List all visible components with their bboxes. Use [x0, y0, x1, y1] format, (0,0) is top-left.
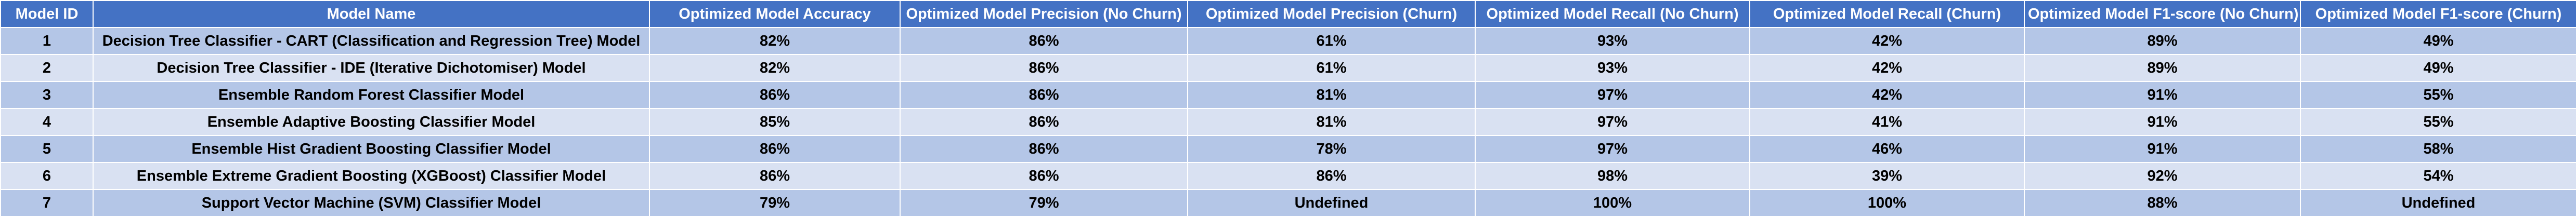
cell-f1-churn: 54%: [2300, 162, 2576, 190]
cell-recall-churn: 46%: [1749, 135, 2025, 163]
cell-accuracy: 86%: [649, 81, 901, 109]
cell-model-name: Ensemble Random Forest Classifier Model: [93, 81, 650, 109]
column-header-model-id: Model ID: [0, 0, 94, 28]
cell-recall-no-churn: 93%: [1475, 27, 1750, 55]
cell-accuracy: 82%: [649, 27, 901, 55]
table-row: 2 Decision Tree Classifier - IDE (Iterat…: [0, 54, 2576, 82]
cell-f1-no-churn: 91%: [2024, 135, 2301, 163]
column-header-recall-no-churn: Optimized Model Recall (No Churn): [1475, 0, 1750, 28]
cell-f1-no-churn: 88%: [2024, 189, 2301, 217]
table-row: 5 Ensemble Hist Gradient Boosting Classi…: [0, 135, 2576, 163]
cell-precision-no-churn: 86%: [900, 162, 1188, 190]
cell-precision-no-churn: 86%: [900, 54, 1188, 82]
cell-recall-churn: 42%: [1749, 27, 2025, 55]
cell-f1-no-churn: 91%: [2024, 108, 2301, 136]
column-header-recall-churn: Optimized Model Recall (Churn): [1749, 0, 2025, 28]
column-header-accuracy: Optimized Model Accuracy: [649, 0, 901, 28]
column-header-precision-churn: Optimized Model Precision (Churn): [1187, 0, 1476, 28]
table-row: 1 Decision Tree Classifier - CART (Class…: [0, 27, 2576, 55]
table-row: 6 Ensemble Extreme Gradient Boosting (XG…: [0, 162, 2576, 190]
cell-recall-no-churn: 97%: [1475, 108, 1750, 136]
cell-f1-no-churn: 89%: [2024, 54, 2301, 82]
cell-accuracy: 82%: [649, 54, 901, 82]
cell-precision-churn: 61%: [1187, 27, 1476, 55]
cell-recall-churn: 100%: [1749, 189, 2025, 217]
cell-model-id: 3: [0, 81, 94, 109]
cell-recall-churn: 42%: [1749, 81, 2025, 109]
cell-recall-churn: 42%: [1749, 54, 2025, 82]
cell-precision-no-churn: 86%: [900, 108, 1188, 136]
cell-f1-no-churn: 92%: [2024, 162, 2301, 190]
cell-precision-churn: Undefined: [1187, 189, 1476, 217]
cell-precision-churn: 86%: [1187, 162, 1476, 190]
cell-precision-no-churn: 86%: [900, 27, 1188, 55]
cell-recall-churn: 39%: [1749, 162, 2025, 190]
cell-recall-no-churn: 100%: [1475, 189, 1750, 217]
column-header-model-name: Model Name: [93, 0, 650, 28]
cell-model-id: 6: [0, 162, 94, 190]
cell-f1-no-churn: 89%: [2024, 27, 2301, 55]
cell-precision-churn: 78%: [1187, 135, 1476, 163]
cell-f1-churn: 49%: [2300, 27, 2576, 55]
cell-f1-no-churn: 91%: [2024, 81, 2301, 109]
cell-model-id: 2: [0, 54, 94, 82]
cell-recall-no-churn: 97%: [1475, 135, 1750, 163]
cell-accuracy: 79%: [649, 189, 901, 217]
cell-model-id: 7: [0, 189, 94, 217]
cell-precision-no-churn: 86%: [900, 81, 1188, 109]
cell-model-name: Support Vector Machine (SVM) Classifier …: [93, 189, 650, 217]
table-row: 7 Support Vector Machine (SVM) Classifie…: [0, 189, 2576, 217]
cell-precision-churn: 81%: [1187, 108, 1476, 136]
column-header-precision-no-churn: Optimized Model Precision (No Churn): [900, 0, 1188, 28]
cell-model-id: 5: [0, 135, 94, 163]
cell-precision-no-churn: 86%: [900, 135, 1188, 163]
cell-recall-churn: 41%: [1749, 108, 2025, 136]
cell-f1-churn: 58%: [2300, 135, 2576, 163]
cell-f1-churn: 55%: [2300, 108, 2576, 136]
cell-precision-churn: 81%: [1187, 81, 1476, 109]
cell-recall-no-churn: 97%: [1475, 81, 1750, 109]
table-row: 4 Ensemble Adaptive Boosting Classifier …: [0, 108, 2576, 136]
table-body: 1 Decision Tree Classifier - CART (Class…: [0, 27, 2576, 217]
cell-accuracy: 85%: [649, 108, 901, 136]
cell-precision-no-churn: 79%: [900, 189, 1188, 217]
cell-model-id: 1: [0, 27, 94, 55]
cell-model-name: Ensemble Adaptive Boosting Classifier Mo…: [93, 108, 650, 136]
cell-model-id: 4: [0, 108, 94, 136]
cell-recall-no-churn: 98%: [1475, 162, 1750, 190]
cell-f1-churn: 55%: [2300, 81, 2576, 109]
cell-f1-churn: 49%: [2300, 54, 2576, 82]
cell-model-name: Ensemble Hist Gradient Boosting Classifi…: [93, 135, 650, 163]
cell-model-name: Decision Tree Classifier - CART (Classif…: [93, 27, 650, 55]
column-header-f1-no-churn: Optimized Model F1-score (No Churn): [2024, 0, 2301, 28]
table-row: 3 Ensemble Random Forest Classifier Mode…: [0, 81, 2576, 109]
cell-f1-churn: Undefined: [2300, 189, 2576, 217]
cell-precision-churn: 61%: [1187, 54, 1476, 82]
cell-accuracy: 86%: [649, 135, 901, 163]
column-header-f1-churn: Optimized Model F1-score (Churn): [2300, 0, 2576, 28]
cell-model-name: Decision Tree Classifier - IDE (Iterativ…: [93, 54, 650, 82]
cell-recall-no-churn: 93%: [1475, 54, 1750, 82]
cell-accuracy: 86%: [649, 162, 901, 190]
table-header: Model ID Model Name Optimized Model Accu…: [0, 0, 2576, 28]
header-row: Model ID Model Name Optimized Model Accu…: [0, 0, 2576, 28]
cell-model-name: Ensemble Extreme Gradient Boosting (XGBo…: [93, 162, 650, 190]
